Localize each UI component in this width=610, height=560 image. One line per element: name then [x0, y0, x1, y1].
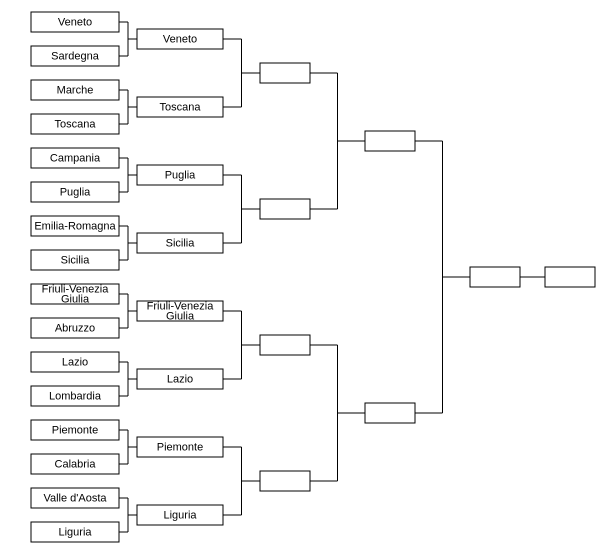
bracket-edge: [415, 141, 470, 413]
bracket-node-label: Puglia: [165, 169, 196, 181]
bracket-node-label: Emilia-Romagna: [34, 220, 116, 232]
bracket-edge: [119, 22, 137, 56]
bracket-node-label: Toscana: [55, 118, 97, 130]
bracket-node: [260, 199, 310, 219]
bracket-node-label: Marche: [57, 84, 94, 96]
bracket-node: [365, 403, 415, 423]
bracket-node-label: Puglia: [60, 186, 91, 198]
bracket-edge: [310, 345, 365, 481]
bracket-node-label: Piemonte: [157, 441, 203, 453]
bracket-node: [260, 335, 310, 355]
bracket-node-label: Sardegna: [51, 50, 100, 62]
bracket-edge: [119, 226, 137, 260]
bracket-node-label: Piemonte: [52, 424, 98, 436]
bracket-node-label: Calabria: [55, 458, 97, 470]
bracket-edge: [223, 175, 260, 243]
bracket-node-label: Liguria: [58, 526, 92, 538]
bracket-edge: [119, 90, 137, 124]
bracket-node-label: Sicilia: [166, 237, 196, 249]
bracket-node-label: Veneto: [58, 16, 92, 28]
bracket-node-label: Lazio: [167, 373, 193, 385]
bracket-edge: [310, 73, 365, 209]
bracket-edge: [223, 311, 260, 379]
bracket-node: [470, 267, 520, 287]
bracket-node-label: Toscana: [160, 101, 202, 113]
bracket-edge: [119, 498, 137, 532]
bracket-node: [260, 471, 310, 491]
bracket-node-label: Valle d'Aosta: [43, 492, 107, 504]
bracket-node-label: Sicilia: [61, 254, 91, 266]
bracket-node: [365, 131, 415, 151]
bracket-node: [260, 63, 310, 83]
bracket-edge: [223, 447, 260, 515]
bracket-edge: [119, 430, 137, 464]
bracket-node-label: Campania: [50, 152, 101, 164]
bracket-diagram: Veneto Sardegna Marche Toscana Campania Pugli…: [0, 0, 610, 560]
bracket-edge: [119, 158, 137, 192]
bracket-node-label: Veneto: [163, 33, 197, 45]
bracket-node-label: Liguria: [163, 509, 197, 521]
bracket-edge: [223, 39, 260, 107]
bracket-node-label: Lombardia: [49, 390, 102, 402]
bracket-node: [545, 267, 595, 287]
bracket-edge: [119, 362, 137, 396]
bracket-edge: [119, 294, 137, 328]
bracket-node-label: Lazio: [62, 356, 88, 368]
bracket-node-label: Abruzzo: [55, 322, 95, 334]
